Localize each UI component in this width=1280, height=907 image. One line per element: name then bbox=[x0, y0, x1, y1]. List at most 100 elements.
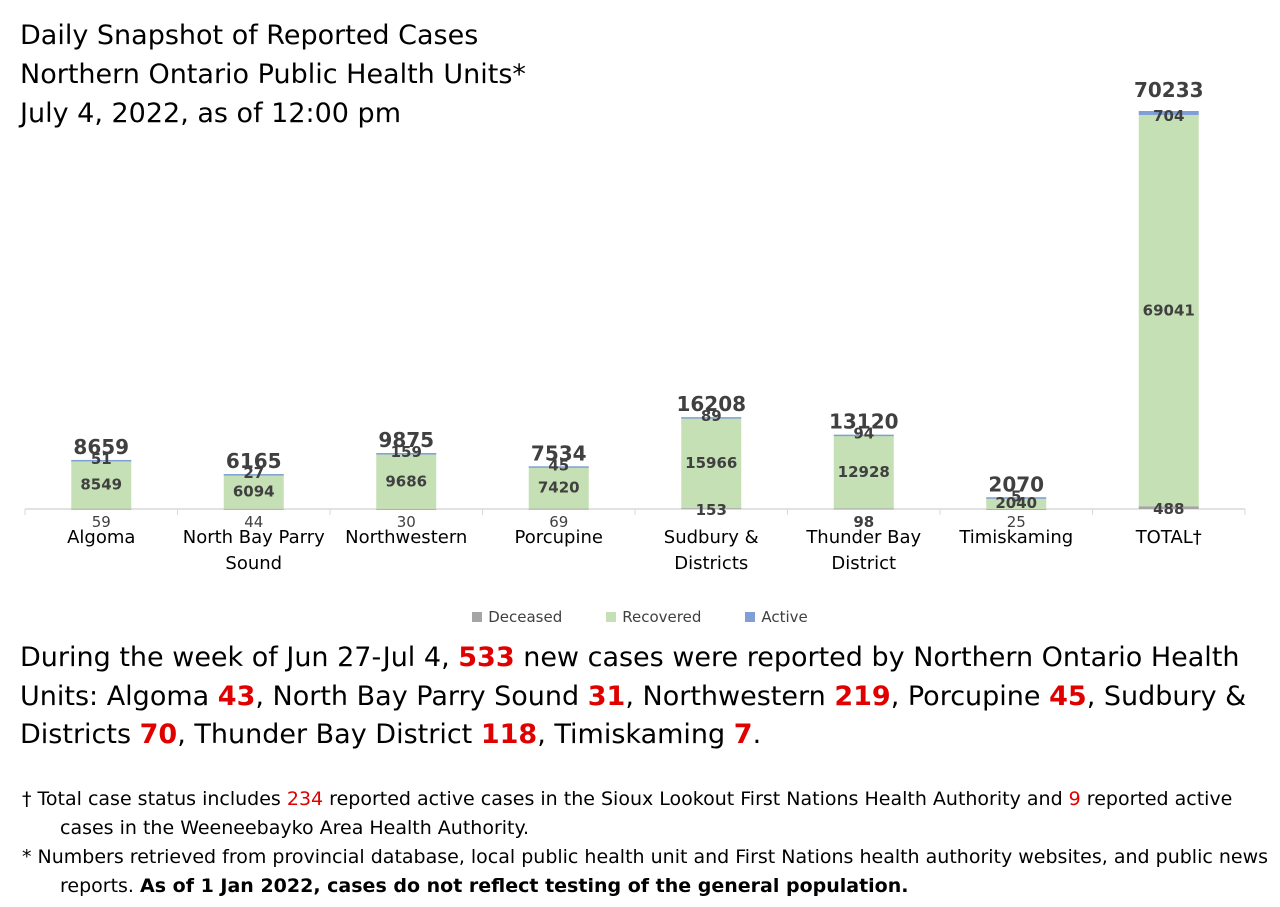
bar-recovered bbox=[681, 417, 742, 509]
bar-active bbox=[681, 417, 742, 419]
data-label-recovered: 9686 bbox=[385, 472, 427, 490]
summary-text: . bbox=[752, 719, 762, 750]
summary-text: , Northwestern bbox=[625, 680, 835, 712]
category-label: Northwestern bbox=[345, 527, 467, 548]
title-line-1: Daily Snapshot of Reported Cases bbox=[20, 20, 479, 51]
bar-recovered bbox=[1138, 114, 1199, 507]
footnote-text: * Numbers retrieved from provincial data… bbox=[22, 846, 1269, 897]
chart-legend: Deceased Recovered Active bbox=[0, 608, 1280, 626]
data-label-total: 8659 bbox=[73, 435, 129, 459]
data-label-total: 16208 bbox=[676, 392, 746, 416]
footnote-bold-note: As of 1 Jan 2022, cases do not reflect t… bbox=[140, 875, 909, 897]
data-label-deceased: 59 bbox=[92, 513, 111, 531]
summary-nbps-new: 31 bbox=[587, 680, 626, 712]
data-label-recovered: 12928 bbox=[838, 463, 890, 481]
chart-title: Daily Snapshot of Reported Cases Norther… bbox=[20, 16, 526, 133]
category-label: District bbox=[831, 553, 896, 574]
bar-deceased bbox=[528, 508, 589, 510]
data-label-active: 94 bbox=[853, 425, 874, 443]
category-label: North Bay Parry bbox=[183, 527, 325, 548]
data-label-total: 13120 bbox=[829, 410, 899, 434]
data-label-total: 7534 bbox=[531, 441, 587, 465]
bar-recovered bbox=[223, 474, 284, 509]
summary-sudbury-new: 70 bbox=[139, 719, 178, 750]
category-label: Thunder Bay bbox=[805, 527, 921, 548]
data-label-recovered: 2040 bbox=[995, 494, 1037, 512]
category-label: Porcupine bbox=[515, 527, 603, 548]
footnote-sioux-lookout-count: 234 bbox=[286, 788, 324, 810]
bar-active bbox=[376, 453, 437, 455]
legend-label: Active bbox=[761, 608, 808, 626]
summary-total-new: 533 bbox=[458, 642, 515, 673]
data-label-deceased: 30 bbox=[397, 513, 416, 531]
data-label-deceased: 488 bbox=[1153, 500, 1184, 518]
summary-text: , Thunder Bay District bbox=[177, 719, 481, 750]
summary-timiskaming-new: 7 bbox=[733, 719, 753, 750]
summary-text: , Sudbury & Districts bbox=[20, 680, 1247, 751]
weekly-summary: During the week of Jun 27-Jul 4, 533 new… bbox=[20, 639, 1260, 755]
footnote-text: reported active cases in the Sioux Looko… bbox=[323, 788, 1069, 810]
bar-active bbox=[71, 459, 132, 462]
summary-thunder-bay-new: 118 bbox=[480, 719, 538, 750]
bar-recovered bbox=[71, 460, 132, 509]
data-label-active: 159 bbox=[391, 443, 422, 461]
bar-active bbox=[528, 466, 589, 468]
data-label-recovered: 7420 bbox=[538, 479, 580, 497]
data-label-active: 89 bbox=[701, 407, 722, 425]
data-label-deceased: 69 bbox=[549, 513, 568, 531]
data-label-total: 9875 bbox=[378, 428, 434, 452]
bar-deceased bbox=[71, 508, 132, 510]
footnote-text: † Total case status includes bbox=[22, 788, 287, 810]
data-label-recovered: 15966 bbox=[685, 454, 737, 472]
data-label-deceased: 44 bbox=[244, 513, 263, 531]
data-label-active: 5 bbox=[1011, 487, 1021, 505]
data-label-recovered: 6094 bbox=[233, 482, 275, 500]
bar-deceased bbox=[681, 508, 742, 510]
legend-label: Deceased bbox=[488, 608, 563, 626]
summary-algoma-new: 43 bbox=[217, 680, 256, 712]
category-label: Timiskaming bbox=[958, 527, 1073, 548]
data-label-recovered: 69041 bbox=[1143, 302, 1195, 320]
footnote-weeneebayko-count: 9 bbox=[1068, 788, 1081, 810]
bar-active bbox=[833, 434, 894, 437]
category-label: Algoma bbox=[67, 527, 135, 548]
summary-text: During the week of Jun 27-Jul 4, bbox=[20, 642, 459, 673]
legend-swatch bbox=[472, 612, 483, 622]
category-label: Sound bbox=[225, 553, 282, 574]
legend-item: Deceased bbox=[472, 608, 562, 626]
bar-deceased bbox=[376, 508, 437, 510]
data-label-recovered: 8549 bbox=[80, 475, 122, 493]
data-label-total: 6165 bbox=[226, 449, 282, 473]
bar-deceased bbox=[833, 508, 894, 510]
bar-recovered bbox=[376, 453, 437, 509]
bar-recovered bbox=[528, 466, 589, 509]
bar-active bbox=[1138, 111, 1199, 115]
legend-item: Recovered bbox=[606, 608, 701, 626]
data-label-total: 2070 bbox=[988, 472, 1044, 496]
title-line-2: Northern Ontario Public Health Units* bbox=[20, 59, 526, 90]
category-label: Sudbury & bbox=[664, 527, 759, 548]
legend-swatch bbox=[606, 612, 617, 622]
title-line-3: July 4, 2022, as of 12:00 pm bbox=[20, 98, 401, 129]
summary-northwestern-new: 219 bbox=[834, 680, 891, 712]
data-label-active: 704 bbox=[1153, 107, 1184, 125]
bar-deceased bbox=[223, 508, 284, 510]
summary-text: new cases were reported by Northern Onta… bbox=[20, 642, 1240, 712]
bar-deceased bbox=[1138, 506, 1199, 509]
bar-active bbox=[223, 474, 284, 476]
footnote-text: reported active cases in the Weeneebayko… bbox=[60, 788, 1233, 839]
footnote-star: * Numbers retrieved from provincial data… bbox=[22, 843, 1280, 901]
legend-label: Recovered bbox=[622, 608, 702, 626]
summary-porcupine-new: 45 bbox=[1049, 680, 1087, 712]
footnote-dagger: † Total case status includes 234 reporte… bbox=[22, 785, 1280, 843]
data-label-deceased: 98 bbox=[853, 513, 874, 531]
data-label-total: 70233 bbox=[1134, 78, 1204, 102]
category-label: TOTAL† bbox=[1135, 527, 1202, 548]
data-label-active: 51 bbox=[91, 450, 112, 468]
bar-recovered bbox=[833, 435, 894, 509]
data-label-active: 27 bbox=[243, 464, 264, 482]
bar-recovered bbox=[986, 497, 1047, 509]
legend-item: Active bbox=[745, 608, 808, 626]
bar-deceased bbox=[986, 508, 1047, 510]
